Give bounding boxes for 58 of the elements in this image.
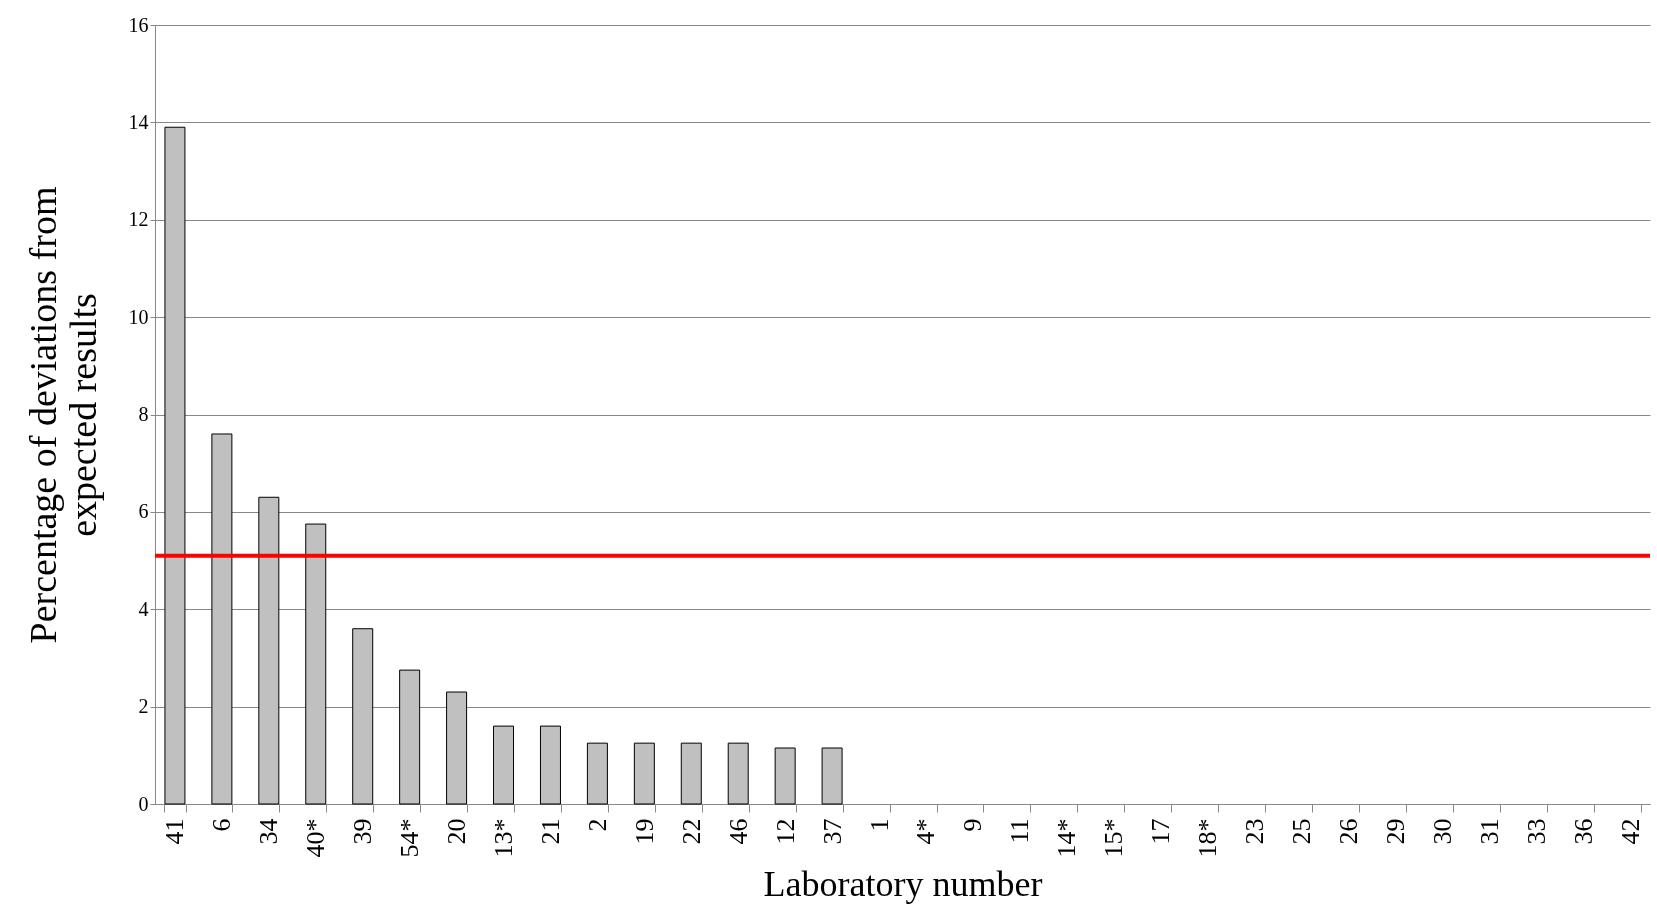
x-axis-title: Laboratory number bbox=[763, 863, 1043, 904]
x-tick-label: 20 bbox=[442, 818, 472, 845]
x-tick-label: 31 bbox=[1474, 818, 1504, 845]
x-tick-label: 30 bbox=[1427, 818, 1457, 845]
x-tick-label: 15* bbox=[1099, 818, 1129, 858]
y-tick-label: 6 bbox=[138, 500, 149, 523]
x-tick-label: 37 bbox=[817, 818, 847, 845]
x-tick-label: 17 bbox=[1146, 818, 1176, 845]
x-tick-label: 21 bbox=[535, 818, 565, 845]
y-axis-title: Percentage of deviations from expected results bbox=[21, 186, 104, 644]
bar bbox=[305, 523, 327, 805]
y-tick-label: 10 bbox=[128, 305, 149, 328]
y-tick-label: 16 bbox=[128, 13, 149, 36]
x-tick-label: 40* bbox=[301, 818, 331, 858]
x-tick-label: 33 bbox=[1521, 818, 1551, 845]
y-tick-label: 0 bbox=[138, 792, 149, 815]
x-tick-label: 11 bbox=[1005, 818, 1035, 844]
bar bbox=[727, 742, 749, 805]
x-tick-label: 26 bbox=[1333, 818, 1363, 845]
y-tick-label: 2 bbox=[138, 695, 149, 718]
x-tick-label: 14* bbox=[1052, 818, 1082, 858]
bar bbox=[539, 725, 561, 805]
bar bbox=[352, 628, 374, 805]
x-tick-label: 22 bbox=[676, 818, 706, 845]
x-tick-label: 23 bbox=[1240, 818, 1270, 845]
x-tick-label: 36 bbox=[1568, 818, 1598, 845]
bar bbox=[211, 433, 233, 805]
x-tick-label: 42 bbox=[1615, 818, 1645, 845]
bar bbox=[774, 747, 796, 805]
bar bbox=[493, 725, 515, 805]
x-tick-label: 6 bbox=[207, 818, 237, 832]
bar bbox=[164, 126, 186, 805]
x-tick-label: 25 bbox=[1286, 818, 1316, 845]
x-tick-label: 13* bbox=[489, 818, 519, 858]
x-tick-label: 4* bbox=[911, 818, 941, 845]
x-tick-label: 29 bbox=[1380, 818, 1410, 845]
y-tick-label: 14 bbox=[128, 110, 149, 133]
x-tick-label: 41 bbox=[160, 818, 190, 845]
x-tick-label: 39 bbox=[348, 818, 378, 845]
x-tick-label: 19 bbox=[629, 818, 659, 845]
bar bbox=[446, 691, 468, 805]
x-tick-label: 2 bbox=[582, 818, 612, 832]
y-tick-label: 12 bbox=[128, 208, 149, 231]
x-tick-label: 34 bbox=[254, 818, 284, 845]
x-tick-label: 9 bbox=[958, 818, 988, 832]
x-tick-label: 54* bbox=[395, 818, 425, 858]
x-tick-label: 1 bbox=[864, 818, 894, 832]
bar bbox=[680, 742, 702, 805]
bar bbox=[633, 742, 655, 805]
y-tick-label: 4 bbox=[138, 597, 149, 620]
bar bbox=[821, 747, 843, 805]
x-tick-label: 12 bbox=[770, 818, 800, 845]
bar bbox=[586, 742, 608, 805]
y-tick-label: 8 bbox=[138, 403, 149, 425]
x-tick-label: 46 bbox=[723, 818, 753, 845]
x-tick-label: 18* bbox=[1193, 818, 1223, 858]
bar bbox=[399, 669, 421, 805]
bar bbox=[258, 496, 280, 805]
